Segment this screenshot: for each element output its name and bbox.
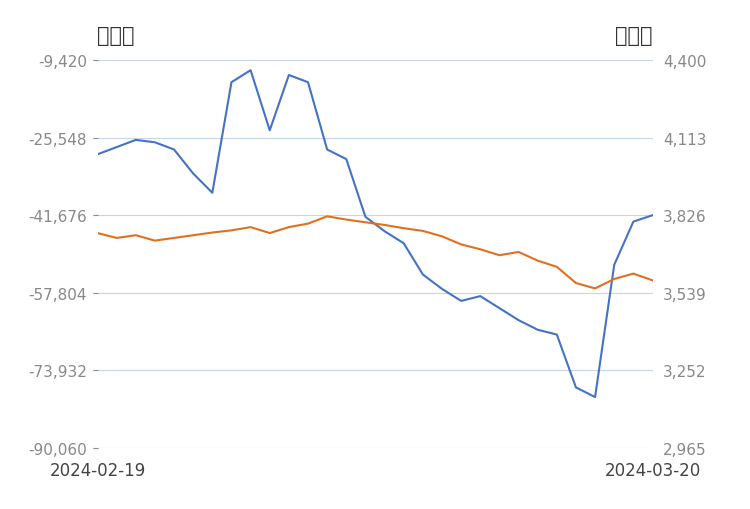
Text: 净持仓: 净持仓 xyxy=(98,26,135,46)
Text: 收盘价: 收盘价 xyxy=(615,26,652,46)
